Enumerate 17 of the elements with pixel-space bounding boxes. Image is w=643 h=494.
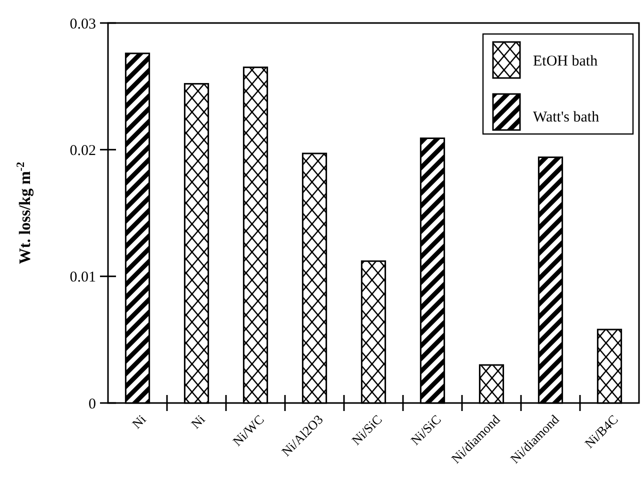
y-tick-label: 0: [88, 396, 96, 412]
bar: [124, 52, 150, 404]
x-tick-label: Ni: [188, 411, 208, 432]
legend-label: EtOH bath: [533, 53, 598, 70]
bar: [184, 83, 210, 404]
bar: [478, 364, 504, 404]
bar: [242, 66, 268, 404]
y-tick-label: 0.03: [70, 16, 96, 32]
legend-label: Watt's bath: [533, 109, 600, 126]
y-tick-label: 0.01: [70, 270, 96, 286]
x-tick-label: Ni: [129, 411, 150, 432]
y-tick-label: 0.02: [70, 142, 96, 159]
bar: [302, 152, 328, 404]
bar: [538, 156, 564, 404]
bar: [360, 260, 386, 404]
bar: [596, 328, 622, 404]
bar: [420, 138, 446, 404]
